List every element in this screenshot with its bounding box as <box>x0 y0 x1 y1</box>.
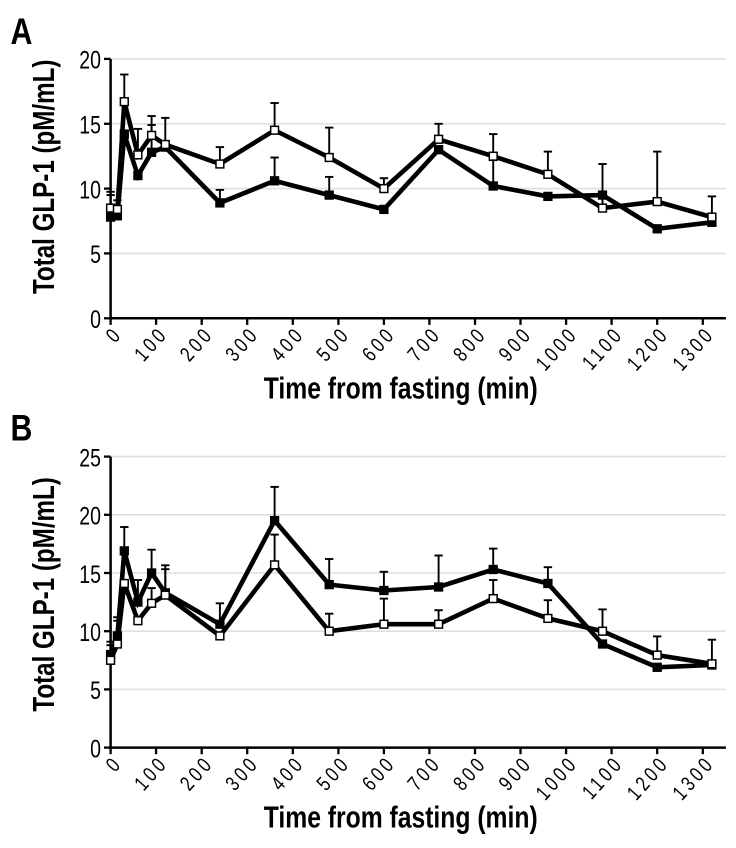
svg-text:15: 15 <box>79 111 101 139</box>
svg-text:25: 25 <box>79 444 101 472</box>
svg-text:10: 10 <box>79 619 101 647</box>
svg-text:10: 10 <box>79 176 101 204</box>
svg-text:15: 15 <box>79 560 101 588</box>
svg-text:20: 20 <box>79 502 101 530</box>
svg-text:Total GLP-1 (pM/mL): Total GLP-1 (pM/mL) <box>26 60 61 294</box>
svg-text:0: 0 <box>90 306 101 334</box>
svg-text:0: 0 <box>90 735 101 763</box>
svg-text:Time from fasting (min): Time from fasting (min) <box>264 371 538 405</box>
svg-text:5: 5 <box>90 241 101 269</box>
svg-text:Total GLP-1 (pM/mL): Total GLP-1 (pM/mL) <box>26 477 61 711</box>
svg-text:Time from fasting (min): Time from fasting (min) <box>264 800 538 834</box>
svg-text:A: A <box>11 11 33 53</box>
svg-text:20: 20 <box>79 46 101 74</box>
svg-text:B: B <box>11 408 33 450</box>
svg-text:5: 5 <box>90 677 101 705</box>
